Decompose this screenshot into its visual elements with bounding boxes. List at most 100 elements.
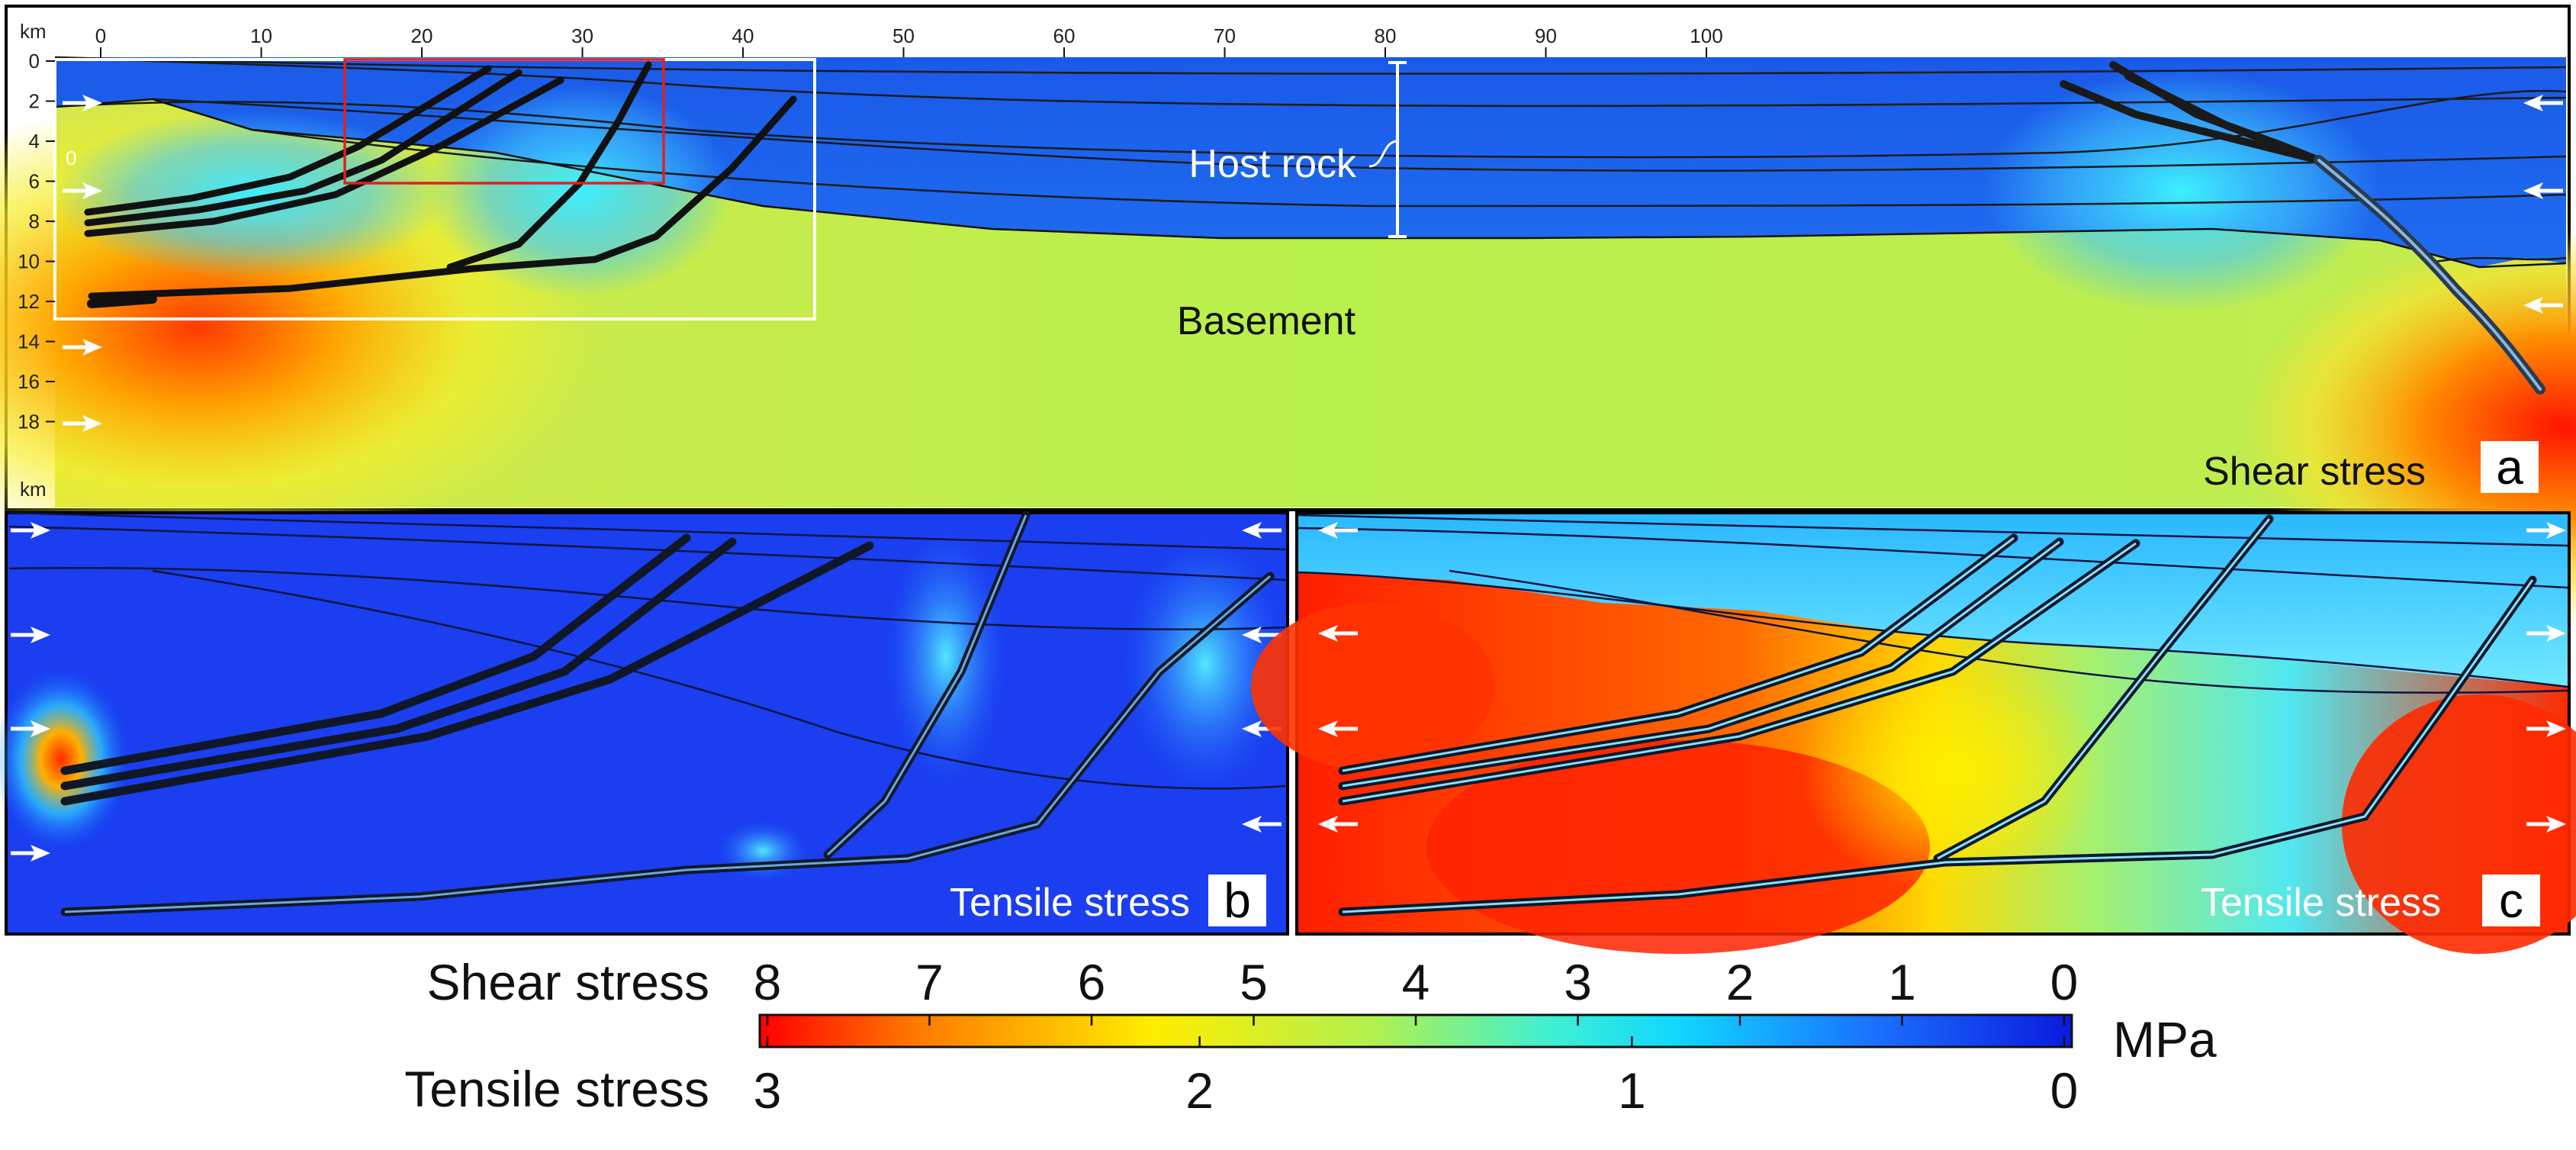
y-tick-label: 0	[29, 50, 40, 72]
tensile-tick-label: 3	[754, 1062, 782, 1119]
panel-a-stress-label: Shear stress	[2203, 449, 2426, 494]
x-tick-label: 60	[1053, 24, 1076, 47]
legend-unit: MPa	[2113, 1011, 2217, 1068]
fault-set-right	[2060, 61, 2545, 395]
y-tick-label: 2	[29, 90, 40, 113]
y-tick-label: 10	[18, 250, 40, 273]
arrow-left	[1242, 627, 1282, 643]
arrow-right	[63, 182, 102, 199]
shear-tick-label: 2	[1726, 954, 1754, 1010]
arrow-right	[2526, 522, 2566, 539]
basement-label: Basement	[1177, 299, 1356, 343]
layer-boundaries-c	[1298, 514, 2568, 694]
arrow-left	[2523, 297, 2563, 314]
panel-b-letter: b	[1224, 873, 1251, 928]
legend-tensile-label: Tensile stress	[404, 1061, 709, 1117]
legend-shear-ticks: 8 7 6 5 4 3 2 1 0	[754, 954, 2079, 1026]
fault-5-tip	[87, 295, 157, 308]
fault-9-core	[2317, 159, 2542, 391]
host-rock-field	[55, 57, 2566, 267]
y-tick-label: 12	[18, 290, 40, 313]
y-tick-label: 4	[29, 130, 40, 153]
shear-tick-label: 6	[1078, 954, 1106, 1010]
yellow-zone-c	[1800, 649, 2105, 893]
cyan-zone-b3	[717, 820, 809, 881]
x-tick-label: 80	[1375, 24, 1397, 47]
panel-b-frame	[5, 511, 1289, 936]
cyan-zone-mid	[427, 84, 732, 298]
arrow-right	[63, 95, 102, 111]
panel-b-letter-box	[1208, 875, 1266, 926]
x-tick-label: 50	[892, 24, 915, 47]
tensile-tick-label: 1	[1618, 1062, 1646, 1119]
x-tick-label: 20	[411, 24, 433, 47]
x-axis-ticks: 0 10 20 30 40 50 60 70 80 90 100	[95, 24, 1723, 57]
y-tick-label: 16	[18, 370, 40, 393]
colorbar-legend: Shear stress Tensile stress 8 7 6 5 4 3 2 1 0 3 2…	[404, 954, 2217, 1119]
arrow-left	[1242, 816, 1282, 833]
host-rock-bracket	[1368, 61, 1407, 238]
tensile-tick-label: 2	[1185, 1062, 1214, 1119]
panel-c: Tensile stress c	[1251, 511, 2576, 954]
compression-arrows-b	[11, 522, 1282, 862]
shear-tick-label: 8	[754, 954, 782, 1010]
arrow-left	[1318, 522, 1358, 539]
arrow-right	[2526, 720, 2566, 737]
x-tick-label: 0	[95, 24, 106, 47]
arrow-right	[63, 339, 102, 356]
x-tick-label: 90	[1535, 24, 1557, 47]
x-tick-label: 70	[1214, 24, 1236, 47]
arrow-right	[11, 720, 50, 737]
arrow-left	[1242, 522, 1282, 539]
legend-shear-label: Shear stress	[427, 954, 709, 1010]
arrow-right	[2526, 816, 2566, 833]
x-tick-label: 100	[1690, 24, 1722, 47]
fault-5	[88, 95, 797, 300]
fault-2	[84, 69, 523, 227]
layer-boundaries	[54, 56, 2567, 265]
y-tick-label: 6	[29, 170, 40, 193]
panel-c-letter-box	[2482, 875, 2540, 926]
x-tick-label: 10	[250, 24, 272, 47]
fault-b-3	[60, 541, 874, 806]
legend-tensile-ticks: 3 2 1 0	[754, 1036, 2079, 1119]
panel-b: Tensile stress b	[0, 511, 1289, 936]
fault-cores-c	[1342, 518, 2534, 913]
inset-tick-label: 0	[66, 147, 76, 169]
arrow-right	[63, 415, 102, 432]
arrow-right	[2526, 625, 2566, 642]
host-rock-label: Host rock	[1188, 142, 1357, 186]
fault-b-2	[60, 537, 737, 791]
arrow-left	[1318, 720, 1358, 737]
cyan-zone-left	[53, 111, 450, 279]
shear-tick-label: 0	[2050, 954, 2079, 1010]
fault-set-left	[84, 61, 797, 308]
y-axis-ticks: 0 2 4 6 8 10 12 14 16 18	[18, 50, 55, 433]
shear-tick-label: 7	[915, 954, 944, 1010]
zoom-box	[343, 58, 665, 185]
shear-tick-label: 3	[1564, 954, 1592, 1010]
layer-boundaries-b	[8, 511, 1286, 790]
tensile-hotspot-b	[0, 668, 130, 851]
shear-tick-label: 1	[1888, 954, 1916, 1010]
panel-c-stress-label: Tensile stress	[2201, 881, 2441, 925]
shear-tick-label: 4	[1402, 954, 1430, 1010]
fault-cores-b	[64, 514, 1271, 913]
panel-c-letter: c	[2499, 873, 2523, 928]
arrow-right	[11, 845, 50, 862]
fault-8	[2124, 72, 2323, 164]
x-tick-label: 40	[732, 24, 754, 47]
x-tick-label: 30	[571, 24, 593, 47]
shear-tick-label: 5	[1240, 954, 1268, 1010]
y-tick-label: 8	[29, 210, 40, 233]
panel-a-letter: a	[2496, 440, 2523, 494]
y-tick-label: 18	[18, 411, 40, 433]
fault-b-1	[60, 533, 691, 775]
extension-arrows-c	[1318, 522, 2566, 833]
cyan-zone-b1	[885, 527, 1007, 786]
arrow-left	[2523, 182, 2563, 199]
red-zone-c-left	[1251, 603, 1495, 771]
panel-b-stress-label: Tensile stress	[950, 881, 1190, 925]
tensile-tick-label: 0	[2050, 1062, 2079, 1119]
